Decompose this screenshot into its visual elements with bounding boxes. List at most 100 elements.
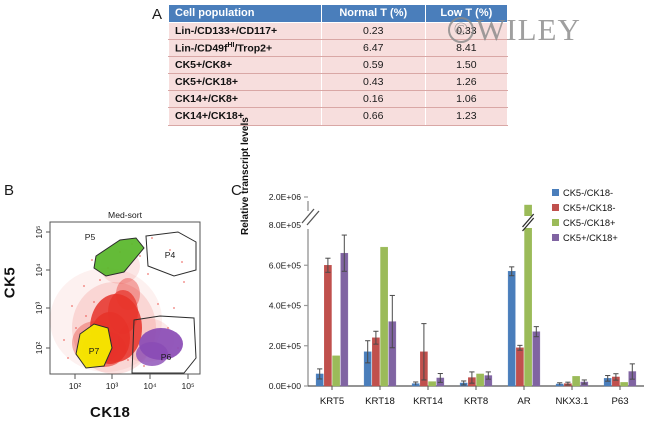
y-tick-label: 0.0E+00 <box>269 381 301 391</box>
error-bar <box>421 323 427 381</box>
y-tick-label: 2.0E+06 <box>269 192 301 202</box>
y-tick-label: 4.0E+05 <box>269 301 301 311</box>
panel-label-b: B <box>4 182 15 199</box>
error-bar <box>413 381 419 386</box>
axis-break-icon <box>301 208 320 229</box>
gate-p7[interactable]: P7 <box>75 323 113 369</box>
normal-t-value: 0.66 <box>320 107 426 126</box>
gate-p5-label: P5 <box>85 232 96 242</box>
bar[interactable] <box>572 376 580 387</box>
table-row: Lin-/CD49fHI/Trop2+ 6.47 8.41 <box>168 39 509 58</box>
bar[interactable] <box>524 204 532 387</box>
flow-y-tick-label: 10⁵ <box>34 225 44 239</box>
bar[interactable] <box>332 355 340 387</box>
flow-x-tick-label: 10² <box>69 381 82 391</box>
error-bar <box>365 340 371 364</box>
normal-t-value: 0.16 <box>320 90 426 109</box>
legend-swatch-icon <box>552 219 559 226</box>
gate-p7-label: P7 <box>89 346 100 356</box>
flow-x-axis: 10² 10³ 10⁴ 10⁵ <box>69 374 195 391</box>
error-bar <box>565 381 571 386</box>
gate-p4[interactable]: P4 <box>145 231 197 277</box>
table-row: CK14+/CK8+ 0.16 1.06 <box>168 90 509 109</box>
column-header-low-t: Low T (%) <box>424 4 509 23</box>
flow-x-tick-label: 10⁴ <box>143 381 157 391</box>
legend-swatch-icon <box>552 204 559 211</box>
legend-item[interactable]: CK5+/CK18- <box>552 200 618 215</box>
error-bar <box>389 294 395 349</box>
gate-p5[interactable]: P5 <box>85 232 145 277</box>
error-bar <box>325 257 331 273</box>
gate-p6-label: P6 <box>161 352 172 362</box>
column-header-cell-population: Cell population <box>168 4 322 23</box>
legend-label: CK5+/CK18+ <box>563 232 618 243</box>
bar[interactable] <box>532 331 541 387</box>
legend-item[interactable]: CK5-/CK18- <box>552 185 618 200</box>
panel-label-a: A <box>152 6 163 23</box>
error-bar <box>341 234 347 272</box>
error-bar <box>485 371 491 380</box>
cell-population-name-tail: /Trop2+ <box>234 42 273 55</box>
error-bar <box>437 373 443 383</box>
flow-cytometry-plot: CK5 CK18 Med-sort 10⁵ 10⁴ 10³ 10² <box>1 196 225 421</box>
table-row: CK14+/CK18+ 0.66 1.23 <box>168 107 509 126</box>
flow-x-tick-label: 10³ <box>106 381 119 391</box>
column-header-normal-t: Normal T (%) <box>320 4 426 23</box>
error-bar <box>517 344 523 351</box>
cell-population-name: CK5+/CK18+ <box>168 73 322 92</box>
error-bar <box>581 379 587 385</box>
y-tick-label: 2.0E+05 <box>269 341 301 351</box>
bar[interactable] <box>372 337 380 387</box>
panel-label-c: C <box>231 182 242 199</box>
error-bar <box>373 330 379 345</box>
normal-t-value: 0.23 <box>320 22 426 40</box>
low-t-value: 1.50 <box>424 56 509 75</box>
y-tick-label: 6.0E+05 <box>269 260 301 270</box>
cell-population-superscript: HI <box>227 41 235 49</box>
bar[interactable] <box>340 252 349 387</box>
bar[interactable] <box>380 246 388 387</box>
error-bar <box>469 371 475 384</box>
chart-legend: CK5-/CK18- CK5+/CK18- CK5-/CK18+ CK5+/CK… <box>552 185 618 245</box>
cell-population-name-main: Lin-/CD49f <box>175 42 228 55</box>
legend-item[interactable]: CK5+/CK18+ <box>552 230 618 245</box>
cell-population-name: Lin-/CD49fHI/Trop2+ <box>168 39 322 58</box>
bar[interactable] <box>428 381 436 387</box>
bar[interactable] <box>620 382 628 387</box>
bar[interactable] <box>476 373 484 387</box>
y-tick-label: 8.0E+05 <box>269 220 301 230</box>
bar-break-icon <box>522 217 535 232</box>
gate-p6[interactable]: P6 <box>131 315 197 374</box>
error-bar <box>629 363 635 380</box>
bar-break-icon <box>522 213 535 228</box>
bar[interactable] <box>324 265 332 387</box>
error-bar <box>613 373 619 381</box>
low-t-value: 1.26 <box>424 73 509 92</box>
table-row: CK5+/CK8+ 0.59 1.50 <box>168 56 509 75</box>
category-label: KRT8 <box>464 396 488 407</box>
legend-swatch-icon <box>552 189 559 196</box>
table-header-row: Cell population Normal T (%) Low T (%) <box>168 4 509 23</box>
legend-item[interactable]: CK5-/CK18+ <box>552 215 618 230</box>
error-bar <box>461 380 467 386</box>
flow-y-axis-label: CK5 <box>1 266 19 299</box>
flow-x-axis-label: CK18 <box>90 404 131 421</box>
table-body: Lin-/CD133+/CD117+ 0.23 0.33 Lin-/CD49fH… <box>168 22 509 126</box>
gate-p4-label: P4 <box>165 250 176 260</box>
bar[interactable] <box>507 271 516 387</box>
cell-population-name: CK14+/CK8+ <box>168 90 322 109</box>
cell-population-name: CK14+/CK18+ <box>168 107 322 126</box>
table-row: CK5+/CK18+ 0.43 1.26 <box>168 73 509 92</box>
bar[interactable] <box>516 347 524 387</box>
flow-y-tick-label: 10³ <box>34 302 44 315</box>
error-bar <box>317 368 323 380</box>
low-t-value: 8.41 <box>424 39 509 58</box>
flow-x-tick-label: 10⁵ <box>181 381 195 391</box>
low-t-value: 1.23 <box>424 107 509 126</box>
low-t-value: 0.33 <box>424 22 509 40</box>
normal-t-value: 0.43 <box>320 73 426 92</box>
flow-y-tick-label: 10⁴ <box>34 263 44 277</box>
cell-population-table: Cell population Normal T (%) Low T (%) L… <box>168 4 509 126</box>
legend-label: CK5+/CK18- <box>563 202 616 213</box>
category-label: P63 <box>611 396 628 407</box>
